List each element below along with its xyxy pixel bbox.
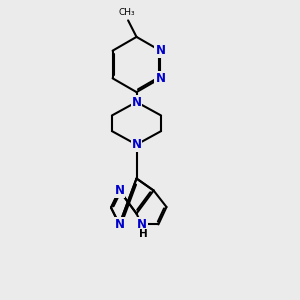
Text: H: H <box>139 229 148 239</box>
Text: N: N <box>114 218 124 231</box>
Text: N: N <box>155 44 165 57</box>
Text: N: N <box>155 72 165 85</box>
Text: N: N <box>114 184 124 197</box>
Text: N: N <box>136 218 147 231</box>
Text: CH₃: CH₃ <box>118 8 135 17</box>
Text: N: N <box>131 95 142 109</box>
Text: N: N <box>131 138 142 151</box>
